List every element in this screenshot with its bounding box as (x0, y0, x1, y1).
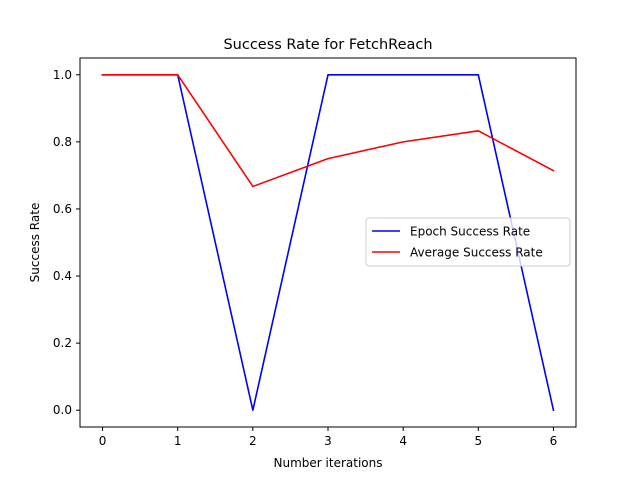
y-tick-label: 1.0 (53, 68, 72, 82)
legend-label: Epoch Success Rate (410, 225, 530, 239)
y-tick-label: 0.8 (53, 135, 72, 149)
x-axis: 0 1 2 3 4 5 6 (99, 427, 558, 448)
x-tick-label: 2 (249, 434, 257, 448)
x-tick-label: 5 (474, 434, 482, 448)
series-layer (101, 73, 555, 412)
chart-title: Success Rate for FetchReach (223, 37, 432, 53)
x-tick-label: 4 (399, 434, 407, 448)
x-tick-label: 6 (550, 434, 558, 448)
y-tick-label: 0.0 (53, 403, 72, 417)
y-tick-label: 0.4 (53, 269, 72, 283)
y-axis-label: Success Rate (28, 203, 42, 283)
y-tick-label: 0.6 (53, 202, 72, 216)
x-tick-label: 0 (99, 434, 107, 448)
x-tick-label: 1 (174, 434, 182, 448)
series-line-average-success-rate (101, 73, 555, 188)
legend: Epoch Success Rate Average Success Rate (365, 217, 571, 267)
legend-box (365, 217, 571, 267)
legend-label: Average Success Rate (410, 246, 543, 260)
x-axis-label: Number iterations (274, 456, 383, 470)
x-tick-label: 3 (324, 434, 332, 448)
y-tick-label: 0.2 (53, 336, 72, 350)
y-axis: 0.0 0.2 0.4 0.6 0.8 1.0 (53, 68, 80, 417)
